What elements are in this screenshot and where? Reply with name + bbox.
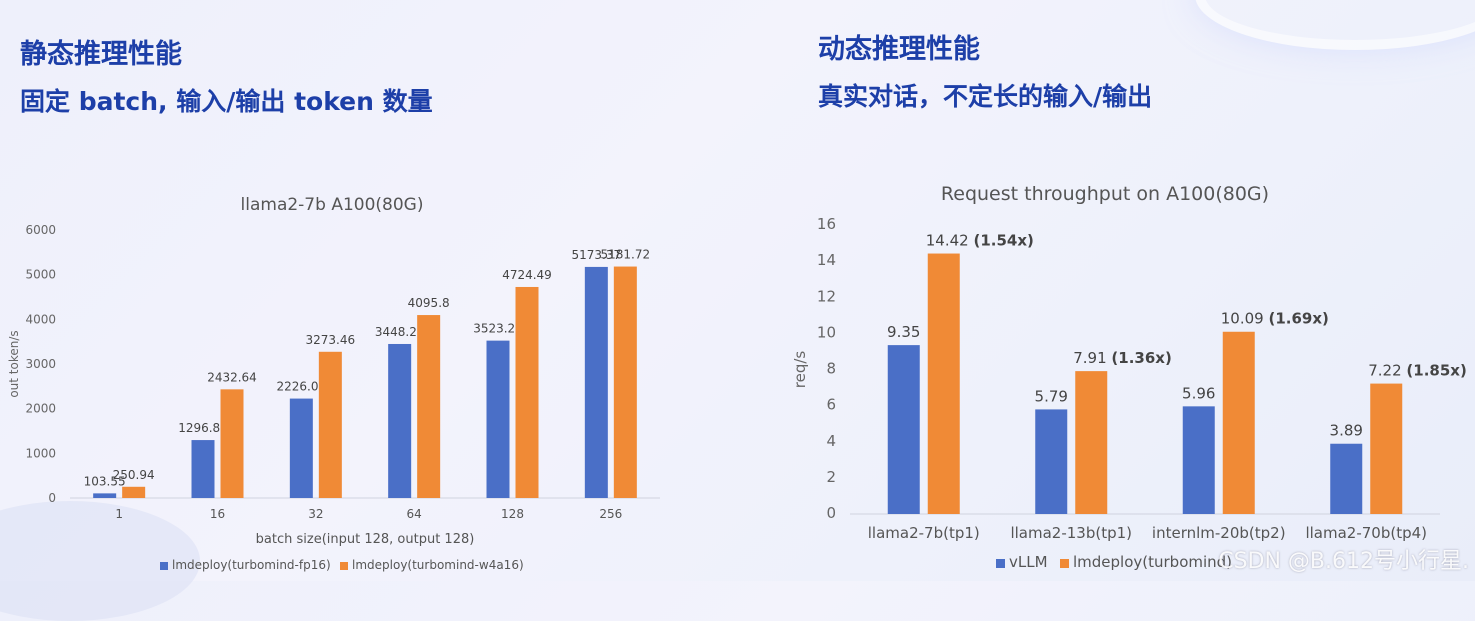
x-axis-label: batch size(input 128, output 128) [256, 532, 475, 547]
data-label: 5.96 [1182, 384, 1215, 402]
bar-series-1 [486, 340, 510, 498]
data-label: 5173.37 [572, 248, 622, 262]
bar-series-2 [417, 315, 441, 498]
bar-series-2 [220, 389, 244, 498]
static-throughput-chart: llama2-7b A100(80G) 0 1000 2000 3000 4000 5000… [7, 195, 660, 572]
data-label: 5.79 [1035, 387, 1068, 405]
x-tick-label: llama2-7b(tp1) [868, 524, 980, 542]
bar-series-2 [318, 351, 342, 498]
y-tick-label: 14 [817, 251, 836, 269]
bar-series-2 [1222, 331, 1255, 514]
legend-swatch [340, 562, 348, 570]
data-label: 250.94 [113, 468, 155, 482]
legend-swatch [996, 559, 1005, 568]
bar-series-1 [93, 493, 117, 498]
bar-series-1 [289, 398, 313, 498]
y-tick-label: 1000 [25, 446, 56, 460]
x-tick-label: internlm-20b(tp2) [1152, 524, 1286, 542]
bar-series-2 [613, 266, 637, 498]
data-label: 7.91 (1.36x) [1073, 349, 1172, 367]
data-label: 4724.49 [502, 268, 552, 282]
chart-title: Request throughput on A100(80G) [941, 183, 1269, 205]
y-tick-label: 3000 [25, 357, 56, 371]
data-label: 14.42 (1.54x) [926, 232, 1034, 250]
data-label: 1296.88 [178, 421, 228, 435]
left-section-subtitle: 固定 batch, 输入/输出 token 数量 [20, 87, 433, 116]
right-section-subtitle: 真实对话，不定长的输入/输出 [818, 82, 1153, 111]
left-section-title: 静态推理性能 [20, 39, 182, 70]
data-label: 7.22 (1.85x) [1368, 362, 1467, 380]
watermark: CSDN @B.612号小行星. [1218, 549, 1469, 574]
bar-series-2 [515, 286, 539, 498]
speedup-label: (1.85x) [1406, 362, 1466, 380]
y-tick-label: 16 [817, 215, 836, 233]
y-tick-label: 5000 [25, 268, 56, 282]
speedup-label: (1.36x) [1111, 349, 1171, 367]
y-tick-label: 8 [826, 360, 836, 378]
data-label: 5181.72 [601, 248, 651, 262]
data-label: 3.89 [1330, 422, 1363, 440]
speedup-label: (1.54x) [973, 232, 1033, 250]
y-tick-label: 4000 [25, 312, 56, 326]
x-tick-label: 1 [115, 507, 123, 521]
bar-series-1 [1330, 443, 1363, 514]
y-tick-label: 6 [826, 396, 836, 414]
legend-swatch [1060, 559, 1069, 568]
bar-series-2 [1075, 371, 1108, 514]
data-label: 10.09 (1.69x) [1221, 310, 1329, 328]
bar-series-2 [927, 253, 960, 514]
legend-entry: lmdeploy(turbomind) [1073, 553, 1232, 571]
bar-series-1 [887, 345, 920, 514]
bar-series-1 [191, 440, 215, 498]
bar-series-1 [388, 343, 412, 498]
x-tick-label: 64 [407, 507, 422, 521]
bar-series-1 [584, 266, 608, 498]
speedup-label: (1.69x) [1268, 310, 1328, 328]
data-label: 2432.64 [207, 370, 257, 384]
y-tick-label: 6000 [25, 223, 56, 237]
y-tick-label: 0 [48, 491, 56, 505]
data-label: 3523.22 [473, 322, 523, 336]
y-tick-label: 4 [826, 432, 836, 450]
legend-swatch [160, 562, 168, 570]
data-label: 3448.22 [375, 325, 425, 339]
bar-series-1 [1182, 406, 1215, 514]
data-label: 3273.46 [306, 333, 356, 347]
data-label: 2226.09 [277, 380, 327, 394]
y-axis-label: req/s [791, 351, 809, 389]
bar-series-1 [1035, 409, 1068, 514]
y-tick-label: 0 [826, 504, 836, 522]
x-tick-label: 16 [210, 507, 225, 521]
chart-title: llama2-7b A100(80G) [241, 195, 424, 215]
x-tick-label: 32 [308, 507, 323, 521]
data-label: 4095.8 [408, 296, 450, 310]
legend-entry: lmdeploy(turbomind-w4a16) [352, 558, 524, 572]
x-tick-label: 128 [501, 507, 524, 521]
decorative-ring [1195, 0, 1475, 50]
bar-series-2 [122, 486, 146, 498]
legend-entry: lmdeploy(turbomind-fp16) [172, 558, 331, 572]
y-tick-label: 12 [817, 287, 836, 305]
bar-series-2 [1370, 383, 1403, 514]
x-tick-label: llama2-70b(tp4) [1305, 524, 1427, 542]
y-tick-label: 2000 [25, 402, 56, 416]
data-label: 103.55 [84, 474, 126, 488]
dynamic-throughput-chart: Request throughput on A100(80G) 0 2 4 6 8 10 12… [791, 183, 1467, 571]
x-tick-label: llama2-13b(tp1) [1010, 524, 1132, 542]
y-axis-label: out token/s [7, 330, 21, 397]
x-tick-label: 256 [599, 507, 622, 521]
y-tick-label: 10 [817, 323, 836, 341]
data-label: 9.35 [887, 323, 920, 341]
legend-entry: vLLM [1009, 553, 1048, 571]
y-tick-label: 2 [826, 468, 836, 486]
right-section-title: 动态推理性能 [818, 34, 980, 65]
